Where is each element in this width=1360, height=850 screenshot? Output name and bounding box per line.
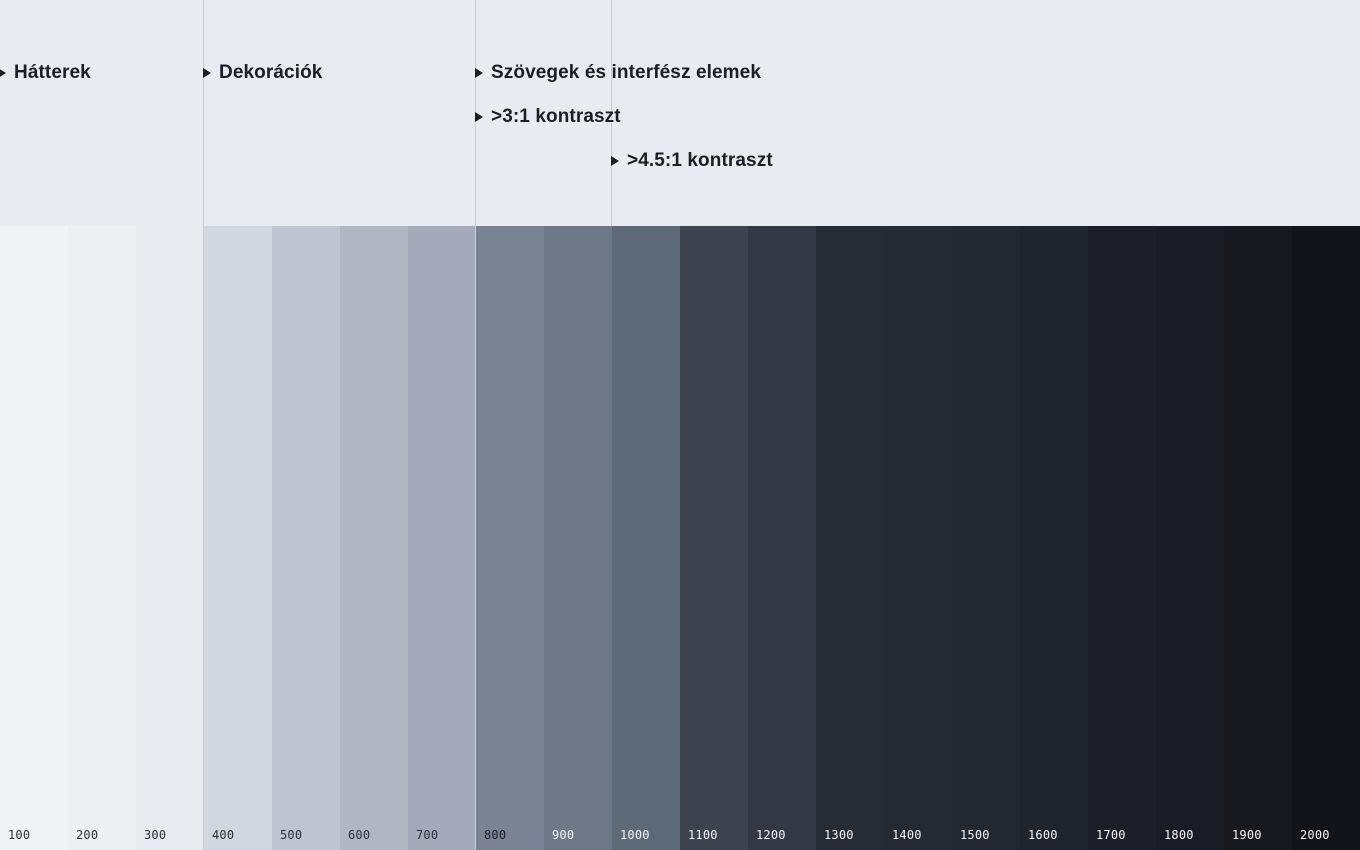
category-text-ui-label: Szövegek és interfész elemek (491, 62, 761, 83)
swatch-label: 1700 (1096, 828, 1126, 842)
swatch-1700: 1700 (1088, 226, 1156, 850)
swatch-label: 300 (144, 828, 167, 842)
category-backgrounds-label: Hátterek (14, 62, 91, 83)
category-header (0, 0, 1360, 226)
swatch-label: 1000 (620, 828, 650, 842)
swatch-600: 600 (340, 226, 408, 850)
swatch-400: 400 (204, 226, 272, 850)
swatch-row: 100 200 300 400 500 600 700 800 900 1000… (0, 226, 1360, 850)
swatch-label: 800 (484, 828, 507, 842)
swatch-1200: 1200 (748, 226, 816, 850)
swatch-label: 1100 (688, 828, 718, 842)
caret-right-icon (475, 68, 483, 78)
swatch-label: 1900 (1232, 828, 1262, 842)
swatch-label: 400 (212, 828, 235, 842)
swatch-100: 100 (0, 226, 68, 850)
swatch-label: 1400 (892, 828, 922, 842)
swatch-500: 500 (272, 226, 340, 850)
swatch-200: 200 (68, 226, 136, 850)
category-contrast-3: >3:1 kontraszt (475, 105, 621, 129)
category-contrast-3-label: >3:1 kontraszt (491, 106, 621, 127)
swatch-label: 1200 (756, 828, 786, 842)
swatch-label: 1800 (1164, 828, 1194, 842)
caret-right-icon (475, 112, 483, 122)
swatch-label: 100 (8, 828, 31, 842)
swatch-1500: 1500 (952, 226, 1020, 850)
swatch-900: 900 (544, 226, 612, 850)
swatch-1800: 1800 (1156, 226, 1224, 850)
swatch-2000: 2000 (1292, 226, 1360, 850)
category-backgrounds: Hátterek (0, 61, 91, 85)
swatch-label: 500 (280, 828, 303, 842)
swatch-700: 700 (408, 226, 476, 850)
caret-right-icon (611, 156, 619, 166)
swatch-label: 200 (76, 828, 99, 842)
divider-contrast-4-5 (611, 0, 612, 226)
swatch-1400: 1400 (884, 226, 952, 850)
caret-right-icon (203, 68, 211, 78)
swatch-300: 300 (136, 226, 204, 850)
swatch-label: 1500 (960, 828, 990, 842)
category-contrast-4-5: >4.5:1 kontraszt (611, 149, 773, 173)
category-contrast-4-5-label: >4.5:1 kontraszt (627, 150, 773, 171)
caret-right-icon (0, 68, 6, 78)
swatch-1600: 1600 (1020, 226, 1088, 850)
swatch-1000: 1000 (612, 226, 680, 850)
swatch-1300: 1300 (816, 226, 884, 850)
swatch-label: 1300 (824, 828, 854, 842)
category-text-ui: Szövegek és interfész elemek (475, 61, 761, 85)
category-decorations-label: Dekorációk (219, 62, 323, 83)
swatch-1900: 1900 (1224, 226, 1292, 850)
swatch-label: 2000 (1300, 828, 1330, 842)
swatch-1100: 1100 (680, 226, 748, 850)
swatch-800: 800 (476, 226, 544, 850)
swatch-label: 1600 (1028, 828, 1058, 842)
swatch-label: 700 (416, 828, 439, 842)
divider-decorations-text (475, 0, 476, 850)
divider-backgrounds-decorations (203, 0, 204, 850)
swatch-label: 900 (552, 828, 575, 842)
swatch-label: 600 (348, 828, 371, 842)
category-decorations: Dekorációk (203, 61, 322, 85)
